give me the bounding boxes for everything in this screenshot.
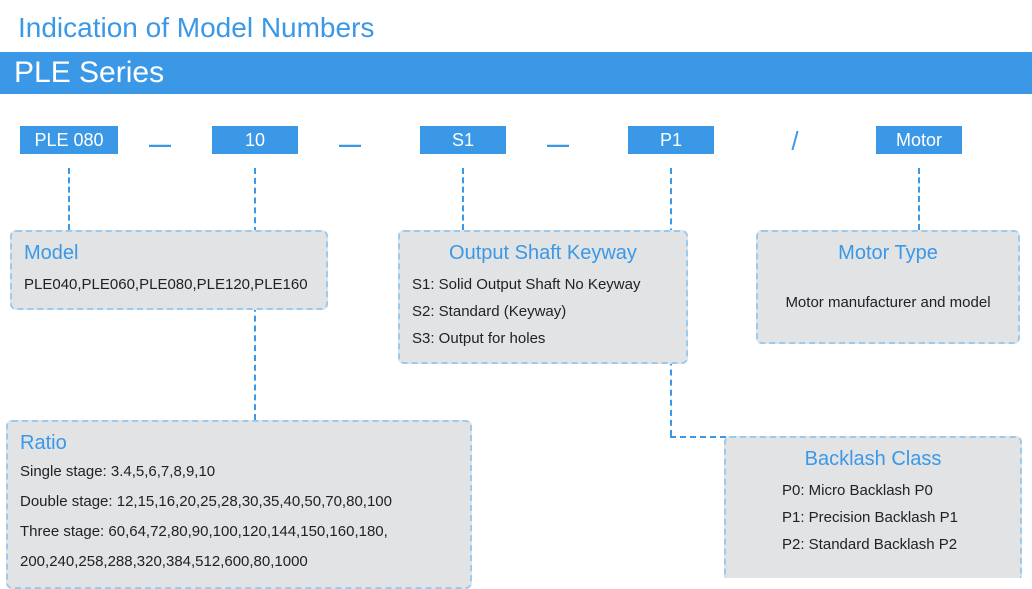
box-model-body: PLE040,PLE060,PLE080,PLE120,PLE160 bbox=[24, 271, 314, 298]
box-backlash: Backlash Class P0: Micro Backlash P0 P1:… bbox=[724, 436, 1022, 578]
box-ratio-title: Ratio bbox=[20, 432, 458, 455]
box-backlash-line: P1: Precision Backlash P1 bbox=[782, 504, 1008, 531]
token-model: PLE 080 bbox=[20, 126, 118, 154]
series-bar: PLE Series bbox=[0, 52, 1032, 94]
box-ratio-line: Double stage: 12,15,16,20,25,28,30,35,40… bbox=[20, 487, 458, 517]
box-backlash-line: P0: Micro Backlash P0 bbox=[782, 477, 1008, 504]
conn-shaft bbox=[462, 168, 464, 230]
page-title: Indication of Model Numbers bbox=[0, 0, 1032, 52]
token-ratio: 10 bbox=[212, 126, 298, 154]
box-shaft-line: S2: Standard (Keyway) bbox=[412, 298, 674, 325]
box-shaft-line: S3: Output for holes bbox=[412, 325, 674, 352]
box-motor-title: Motor Type bbox=[770, 242, 1006, 265]
box-motor: Motor Type Motor manufacturer and model bbox=[756, 230, 1020, 344]
box-shaft-line: S1: Solid Output Shaft No Keyway bbox=[412, 271, 674, 298]
box-ratio: Ratio Single stage: 3.4,5,6,7,8,9,10 Dou… bbox=[6, 420, 472, 589]
box-ratio-line: 200,240,258,288,320,384,512,600,80,1000 bbox=[20, 547, 458, 577]
conn-motor bbox=[918, 168, 920, 230]
box-model-title: Model bbox=[24, 242, 314, 265]
token-row: PLE 080 — 10 — S1 — P1 / Motor bbox=[0, 116, 1032, 166]
box-motor-body: Motor manufacturer and model bbox=[770, 271, 1006, 332]
token-motor: Motor bbox=[876, 126, 962, 154]
box-shaft-body: S1: Solid Output Shaft No Keyway S2: Sta… bbox=[412, 271, 674, 352]
sep-dash-2: — bbox=[330, 132, 370, 158]
token-shaft: S1 bbox=[420, 126, 506, 154]
box-ratio-line: Single stage: 3.4,5,6,7,8,9,10 bbox=[20, 457, 458, 487]
box-ratio-body: Single stage: 3.4,5,6,7,8,9,10 Double st… bbox=[20, 457, 458, 577]
box-ratio-line: Three stage: 60,64,72,80,90,100,120,144,… bbox=[20, 517, 458, 547]
sep-dash-3: — bbox=[538, 132, 578, 158]
token-backlash: P1 bbox=[628, 126, 714, 154]
box-shaft: Output Shaft Keyway S1: Solid Output Sha… bbox=[398, 230, 688, 364]
conn-model bbox=[68, 168, 70, 230]
sep-dash-1: — bbox=[140, 132, 180, 158]
box-shaft-title: Output Shaft Keyway bbox=[412, 242, 674, 265]
box-backlash-title: Backlash Class bbox=[738, 448, 1008, 471]
box-backlash-body: P0: Micro Backlash P0 P1: Precision Back… bbox=[738, 477, 1008, 558]
box-model: Model PLE040,PLE060,PLE080,PLE120,PLE160 bbox=[10, 230, 328, 310]
conn-backlash-h bbox=[670, 436, 726, 438]
sep-slash: / bbox=[780, 126, 810, 157]
box-backlash-line: P2: Standard Backlash P2 bbox=[782, 531, 1008, 558]
